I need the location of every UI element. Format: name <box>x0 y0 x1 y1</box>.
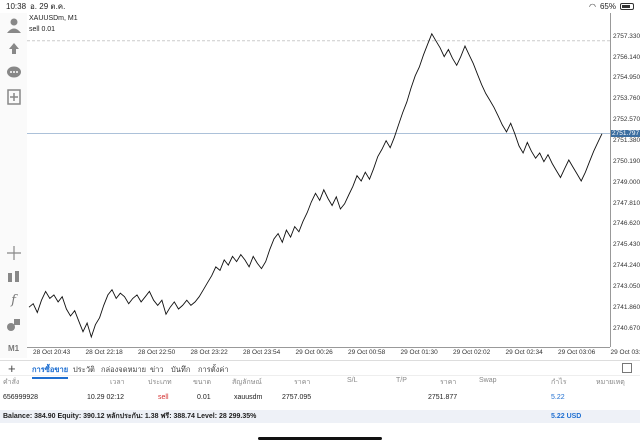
x-tick-label: 28 Oct 22:18 <box>85 349 123 356</box>
tab-settings[interactable]: การตั้งค่า <box>198 365 229 374</box>
col-size: ขนาด <box>193 379 212 386</box>
chart-symbol-label: XAUUSDm, M1 <box>29 15 78 22</box>
x-tick-label: 29 Oct 03:06 <box>558 349 596 356</box>
tab-journal[interactable]: บันทึก <box>171 365 191 374</box>
x-tick-label: 28 Oct 22:50 <box>138 349 176 356</box>
status-right: ◠ 65% <box>589 0 634 13</box>
y-tick-label: 2752.570 <box>613 116 640 124</box>
x-tick-label: 29 Oct 00:26 <box>295 349 333 356</box>
tab-mailbox[interactable]: กล่องจดหมาย <box>101 365 147 374</box>
new-order-icon[interactable] <box>4 87 23 106</box>
wifi-icon: ◠ <box>589 2 596 11</box>
price-axis: 2757.330 2756.140 2754.950 2753.760 2752.570… <box>610 13 640 347</box>
y-tick-label: 2741.860 <box>613 303 640 311</box>
objects-icon[interactable] <box>4 315 23 334</box>
order-type: sell <box>158 394 169 401</box>
order-open-price: 2757.095 <box>282 394 312 401</box>
trade-arrows-icon[interactable] <box>4 38 23 57</box>
x-tick-label: 29 Oct 03:38 <box>610 349 640 356</box>
status-time: 10:38 <box>6 2 27 11</box>
col-current-price: ราคา <box>440 379 457 386</box>
orders-table-header: คำสั่ง เวลา ประเภท ขนาด สัญลักษณ์ ราคา S… <box>0 377 640 391</box>
col-time: เวลา <box>110 379 125 386</box>
status-bar: 10:38 อ. 29 ต.ค. ◠ 65% <box>0 0 640 13</box>
timeframe-button[interactable]: M1 <box>7 344 20 353</box>
y-tick-label: 2751.380 <box>613 137 640 145</box>
col-order: คำสั่ง <box>3 379 20 386</box>
col-sl: S/L <box>347 377 358 384</box>
crosshair-icon[interactable] <box>4 243 23 262</box>
y-tick-label: 2747.810 <box>613 199 640 207</box>
col-price: ราคา <box>294 379 311 386</box>
chart-canvas <box>27 32 610 339</box>
battery-percent: 65% <box>599 2 616 11</box>
order-id: 656999928 <box>3 394 39 401</box>
x-tick-label: 28 Oct 20:43 <box>33 349 71 356</box>
total-profit: 5.22 USD <box>551 413 582 420</box>
col-type: ประเภท <box>148 379 172 386</box>
battery-icon <box>620 3 634 10</box>
col-tp: T/P <box>396 377 407 384</box>
y-tick-label: 2754.950 <box>613 74 640 82</box>
x-tick-label: 29 Oct 02:02 <box>453 349 491 356</box>
expand-icon[interactable] <box>622 363 632 373</box>
tab-news[interactable]: ข่าว <box>150 365 164 374</box>
status-date: อ. 29 ต.ค. <box>30 2 66 11</box>
current-price-tag: 2751.797 <box>611 129 640 137</box>
col-profit: กำไร <box>551 379 567 386</box>
y-tick-label: 2746.620 <box>613 220 640 228</box>
y-tick-label: 2750.190 <box>613 157 640 165</box>
order-profit: 5.22 <box>551 394 565 401</box>
order-line-label: sell 0.01 <box>29 26 56 33</box>
price-chart[interactable]: XAUUSDm, M1 sell 0.01 <box>27 13 610 347</box>
x-tick-label: 28 Oct 23:54 <box>243 349 281 356</box>
y-tick-label: 2743.050 <box>613 283 640 291</box>
add-icon[interactable]: + <box>8 361 16 376</box>
order-current-price: 2751.877 <box>428 394 458 401</box>
y-tick-label: 2740.670 <box>613 324 640 332</box>
tab-trade[interactable]: การซื้อขาย <box>32 365 69 379</box>
order-symbol: xauusdm <box>234 394 263 401</box>
x-tick-label: 29 Oct 00:58 <box>348 349 386 356</box>
function-icon[interactable]: f <box>11 293 16 308</box>
tab-history[interactable]: ประวัติ <box>73 365 95 374</box>
balance-bar: Balance: 384.90 Equity: 390.12 หลักประกั… <box>0 410 640 423</box>
x-tick-label: 28 Oct 23:22 <box>190 349 228 356</box>
y-tick-label: 2756.140 <box>613 53 640 61</box>
order-size: 0.01 <box>197 394 211 401</box>
chat-icon[interactable] <box>4 63 23 82</box>
y-tick-label: 2744.240 <box>613 262 640 270</box>
col-symbol: สัญลักษณ์ <box>232 379 262 386</box>
account-icon[interactable] <box>4 15 23 34</box>
x-tick-label: 29 Oct 02:34 <box>505 349 543 356</box>
time-axis: 28 Oct 20:43 28 Oct 22:18 28 Oct 22:50 28 O… <box>27 347 640 358</box>
x-tick-label: 29 Oct 01:30 <box>400 349 438 356</box>
y-tick-label: 2753.760 <box>613 95 640 103</box>
col-comment: หมายเหตุ <box>596 379 625 386</box>
y-tick-label: 2745.430 <box>613 241 640 249</box>
balance-text: Balance: 384.90 Equity: 390.12 หลักประกั… <box>3 413 257 420</box>
terminal-tabbar: + การซื้อขาย ประวัติ กล่องจดหมาย ข่าว บั… <box>0 360 640 379</box>
chart-toolbar: f M1 <box>0 13 27 358</box>
y-tick-label: 2757.330 <box>613 32 640 40</box>
order-time: 10.29 02:12 <box>87 394 124 401</box>
price-series-line <box>28 32 603 339</box>
col-swap: Swap <box>479 377 497 384</box>
home-indicator[interactable] <box>258 437 382 440</box>
y-tick-label: 2749.000 <box>613 178 640 186</box>
table-row[interactable]: 656999928 10.29 02:12 sell 0.01 xauusdm … <box>0 394 640 408</box>
indicators-icon[interactable] <box>4 267 23 286</box>
